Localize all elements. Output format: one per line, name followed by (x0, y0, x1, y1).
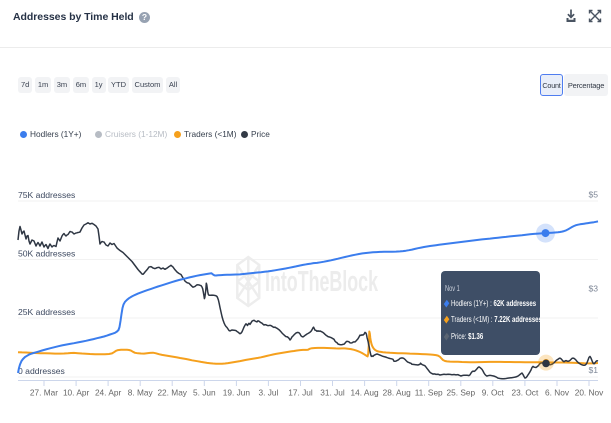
svg-text:6. Nov: 6. Nov (545, 388, 570, 398)
svg-text:17. Jul: 17. Jul (288, 388, 313, 398)
svg-text:50K addresses: 50K addresses (18, 249, 75, 259)
svg-text:$5: $5 (588, 190, 598, 200)
svg-text:19. Jun: 19. Jun (223, 388, 251, 398)
svg-text:9. Oct: 9. Oct (482, 388, 505, 398)
svg-text:24. Apr: 24. Apr (95, 388, 122, 398)
svg-text:0 addresses: 0 addresses (18, 366, 65, 376)
svg-text:75K addresses: 75K addresses (18, 190, 75, 200)
svg-text:22. May: 22. May (157, 388, 187, 398)
svg-text:10. Apr: 10. Apr (63, 388, 90, 398)
svg-text:$1: $1 (588, 365, 598, 375)
svg-text:11. Sep: 11. Sep (415, 388, 443, 398)
svg-text:3. Jul: 3. Jul (258, 388, 278, 398)
svg-text:8. May: 8. May (128, 388, 154, 398)
svg-text:25. Sep: 25. Sep (446, 388, 475, 398)
svg-text:27. Mar: 27. Mar (30, 388, 58, 398)
svg-text:$3: $3 (588, 284, 598, 294)
svg-text:31. Jul: 31. Jul (320, 388, 345, 398)
svg-text:25K addresses: 25K addresses (18, 307, 75, 317)
svg-text:14. Aug: 14. Aug (351, 388, 380, 398)
svg-text:IntoTheBlock: IntoTheBlock (265, 266, 379, 298)
svg-text:28. Aug: 28. Aug (383, 388, 412, 398)
svg-text:23. Oct: 23. Oct (512, 388, 539, 398)
svg-text:20. Nov: 20. Nov (575, 388, 604, 398)
svg-text:5. Jun: 5. Jun (193, 388, 216, 398)
